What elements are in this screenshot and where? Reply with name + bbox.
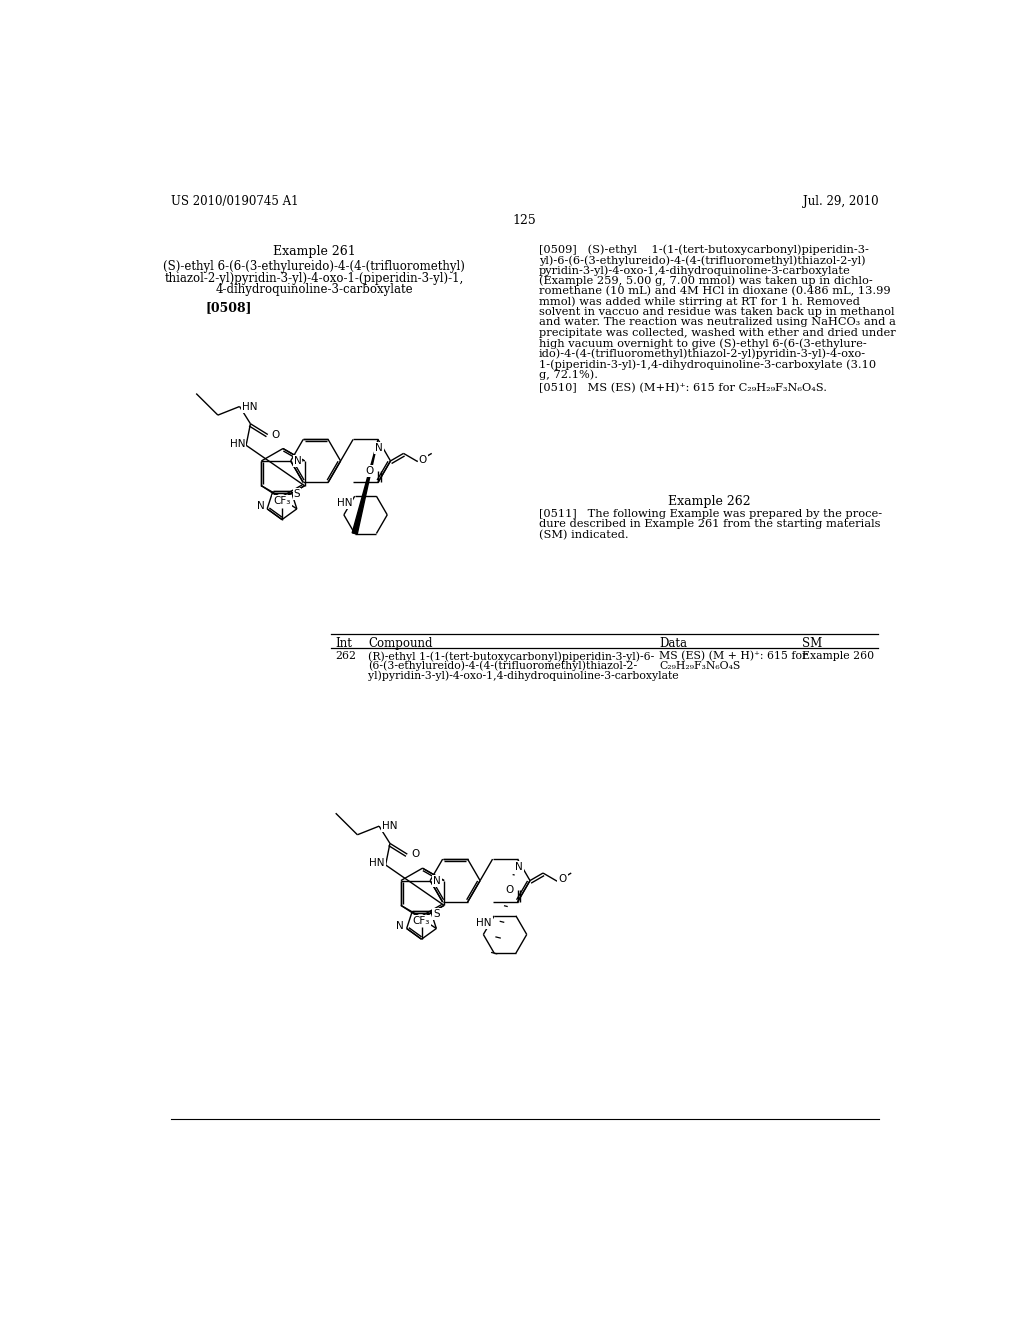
Text: N: N	[257, 502, 264, 511]
Text: (R)-ethyl 1-(1-(tert-butoxycarbonyl)piperidin-3-yl)-6-: (R)-ethyl 1-(1-(tert-butoxycarbonyl)pipe…	[369, 651, 654, 661]
Text: (S)-ethyl 6-(6-(3-ethylureido)-4-(4-(trifluoromethyl): (S)-ethyl 6-(6-(3-ethylureido)-4-(4-(tri…	[163, 260, 465, 273]
Text: yl)pyridin-3-yl)-4-oxo-1,4-dihydroquinoline-3-carboxylate: yl)pyridin-3-yl)-4-oxo-1,4-dihydroquinol…	[369, 671, 679, 681]
Text: dure described in Example 261 from the starting materials: dure described in Example 261 from the s…	[539, 519, 881, 529]
Text: S: S	[294, 490, 300, 499]
Text: N: N	[294, 455, 301, 466]
Text: high vacuum overnight to give (S)-ethyl 6-(6-(3-ethylure-: high vacuum overnight to give (S)-ethyl …	[539, 338, 866, 348]
Text: yl)-6-(6-(3-ethylureido)-4-(4-(trifluoromethyl)thiazol-2-yl): yl)-6-(6-(3-ethylureido)-4-(4-(trifluoro…	[539, 255, 865, 265]
Text: 125: 125	[513, 214, 537, 227]
Text: pyridin-3-yl)-4-oxo-1,4-dihydroquinoline-3-carboxylate: pyridin-3-yl)-4-oxo-1,4-dihydroquinoline…	[539, 265, 851, 276]
Text: mmol) was added while stirring at RT for 1 h. Removed: mmol) was added while stirring at RT for…	[539, 297, 859, 308]
Text: 1-(piperidin-3-yl)-1,4-dihydroquinoline-3-carboxylate (3.10: 1-(piperidin-3-yl)-1,4-dihydroquinoline-…	[539, 359, 876, 370]
Text: MS (ES) (M + H)⁺: 615 for: MS (ES) (M + H)⁺: 615 for	[658, 651, 807, 661]
Text: Example 261: Example 261	[272, 244, 355, 257]
Polygon shape	[352, 440, 378, 535]
Text: (SM) indicated.: (SM) indicated.	[539, 529, 629, 540]
Text: CF₃: CF₃	[273, 496, 291, 507]
Text: S: S	[433, 909, 440, 919]
Text: thiazol-2-yl)pyridin-3-yl)-4-oxo-1-(piperidin-3-yl)-1,: thiazol-2-yl)pyridin-3-yl)-4-oxo-1-(pipe…	[165, 272, 464, 285]
Text: Data: Data	[658, 636, 687, 649]
Text: ido)-4-(4-(trifluoromethyl)thiazol-2-yl)pyridin-3-yl)-4-oxo-: ido)-4-(4-(trifluoromethyl)thiazol-2-yl)…	[539, 348, 866, 359]
Text: solvent in vaccuo and residue was taken back up in methanol: solvent in vaccuo and residue was taken …	[539, 308, 894, 317]
Text: Int: Int	[336, 636, 352, 649]
Text: (6-(3-ethylureido)-4-(4-(trifluoromethyl)thiazol-2-: (6-(3-ethylureido)-4-(4-(trifluoromethyl…	[369, 661, 637, 672]
Text: O: O	[558, 874, 566, 884]
Text: Example 262: Example 262	[668, 495, 751, 508]
Text: CF₃: CF₃	[413, 916, 430, 925]
Text: Compound: Compound	[369, 636, 433, 649]
Text: HN: HN	[337, 499, 352, 508]
Text: C₂₉H₂₉F₃N₆O₄S: C₂₉H₂₉F₃N₆O₄S	[658, 661, 740, 671]
Text: O: O	[271, 429, 280, 440]
Text: romethane (10 mL) and 4M HCl in dioxane (0.486 mL, 13.99: romethane (10 mL) and 4M HCl in dioxane …	[539, 286, 891, 297]
Text: SM: SM	[802, 636, 822, 649]
Text: 4-dihydroquinoline-3-carboxylate: 4-dihydroquinoline-3-carboxylate	[215, 284, 413, 296]
Text: N: N	[396, 920, 404, 931]
Text: [0508]: [0508]	[206, 301, 252, 314]
Text: HN: HN	[476, 917, 492, 928]
Text: and water. The reaction was neutralized using NaHCO₃ and a: and water. The reaction was neutralized …	[539, 317, 896, 327]
Text: HN: HN	[369, 858, 385, 869]
Text: O: O	[412, 849, 420, 859]
Text: N: N	[515, 862, 522, 873]
Text: N: N	[433, 875, 441, 886]
Text: O: O	[366, 466, 374, 475]
Text: precipitate was collected, washed with ether and dried under: precipitate was collected, washed with e…	[539, 327, 896, 338]
Text: 262: 262	[336, 651, 356, 661]
Text: [0511]   The following Example was prepared by the proce-: [0511] The following Example was prepare…	[539, 508, 882, 519]
Text: HN: HN	[229, 438, 245, 449]
Text: HN: HN	[243, 401, 258, 412]
Text: Jul. 29, 2010: Jul. 29, 2010	[804, 195, 879, 209]
Text: HN: HN	[382, 821, 397, 832]
Text: [0509]   (S)-ethyl    1-(1-(tert-butoxycarbonyl)piperidin-3-: [0509] (S)-ethyl 1-(1-(tert-butoxycarbon…	[539, 244, 868, 255]
Text: O: O	[419, 455, 427, 465]
Text: [0510]   MS (ES) (M+H)⁺: 615 for C₂₉H₂₉F₃N₆O₄S.: [0510] MS (ES) (M+H)⁺: 615 for C₂₉H₂₉F₃N…	[539, 383, 826, 393]
Text: (Example 259, 5.00 g, 7.00 mmol) was taken up in dichlo-: (Example 259, 5.00 g, 7.00 mmol) was tak…	[539, 276, 872, 286]
Text: g, 72.1%).: g, 72.1%).	[539, 370, 598, 380]
Text: O: O	[506, 886, 514, 895]
Text: US 2010/0190745 A1: US 2010/0190745 A1	[171, 195, 298, 209]
Text: N: N	[375, 442, 383, 453]
Text: Example 260: Example 260	[802, 651, 874, 661]
